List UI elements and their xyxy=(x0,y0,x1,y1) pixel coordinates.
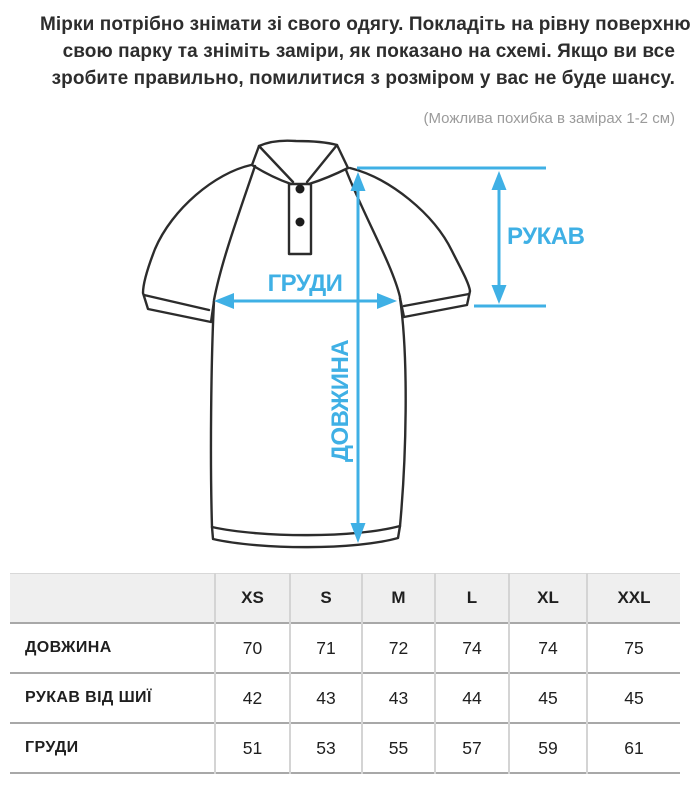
measurement-annotations: РУКАВ ГРУДИ ДОВЖИНА xyxy=(214,166,585,543)
sleeve-l: 44 xyxy=(434,673,509,723)
length-m: 72 xyxy=(361,623,435,673)
chest-label: ГРУДИ xyxy=(268,270,343,297)
size-column-xl: XL xyxy=(508,573,587,623)
sleeve-label: РУКАВ xyxy=(507,223,585,250)
length-xl: 74 xyxy=(508,623,587,673)
length-l: 74 xyxy=(434,623,509,673)
chest-xs: 51 xyxy=(214,723,290,773)
chest-s: 53 xyxy=(289,723,362,773)
left-sleeve-outline xyxy=(141,163,253,324)
sleeve-xl: 45 xyxy=(508,673,587,723)
length-xs: 70 xyxy=(214,623,290,673)
row-label-sleeve: РУКАВ ВІД ШИЇ xyxy=(25,689,152,706)
size-chart-corner-cell xyxy=(10,574,215,624)
hem-seam xyxy=(210,524,402,537)
sleeve-xxl: 45 xyxy=(586,673,680,723)
length-xxl: 75 xyxy=(586,623,680,673)
right-raglan-seam xyxy=(344,168,402,299)
length-label: ДОВЖИНА xyxy=(327,340,354,462)
button-bottom xyxy=(295,217,305,227)
left-sleeve-cuff-seam xyxy=(142,293,211,312)
size-column-s: S xyxy=(289,573,362,623)
table-row-chest: ГРУДИ 51 53 55 57 59 61 xyxy=(10,723,680,773)
body-outline xyxy=(209,296,407,549)
sleeve-s: 43 xyxy=(289,673,362,723)
placket xyxy=(287,182,313,256)
right-sleeve-outline xyxy=(348,166,472,319)
size-column-xxl: XXL xyxy=(586,573,680,623)
sleeve-arrow xyxy=(491,171,507,304)
chest-xxl: 61 xyxy=(586,723,680,773)
size-chart-table: XS S M L XL XXL ДОВЖИНА 70 71 72 74 74 7… xyxy=(10,573,680,774)
table-row-sleeve: РУКАВ ВІД ШИЇ 42 43 43 44 45 45 xyxy=(10,673,680,723)
size-column-xs: XS xyxy=(214,573,290,623)
left-raglan-seam xyxy=(212,164,257,302)
length-s: 71 xyxy=(289,623,362,673)
size-column-m: M xyxy=(361,573,435,623)
size-chart-header-row: XS S M L XL XXL xyxy=(10,573,680,624)
size-column-l: L xyxy=(434,573,509,623)
instructions-line-1: Мірки потрібно знімати зі свого одягу. П… xyxy=(40,14,691,35)
row-label-length: ДОВЖИНА xyxy=(25,639,112,656)
sleeve-xs: 42 xyxy=(214,673,290,723)
button-top xyxy=(295,184,305,194)
tolerance-note: (Можлива похибка в замірах 1-2 см) xyxy=(423,110,675,127)
measurement-diagram: РУКАВ ГРУДИ ДОВЖИНА xyxy=(0,139,692,569)
measurement-instructions: Мірки потрібно знімати зі свого одягу. П… xyxy=(0,0,692,92)
collar-right-flap xyxy=(305,143,350,186)
length-arrow xyxy=(350,172,366,543)
chest-xl: 59 xyxy=(508,723,587,773)
collar-outline xyxy=(250,139,350,170)
row-label-chest: ГРУДИ xyxy=(25,739,79,756)
chest-m: 55 xyxy=(361,723,435,773)
chest-l: 57 xyxy=(434,723,509,773)
right-sleeve-cuff-seam xyxy=(402,292,471,308)
polo-shirt-measurement-diagram: РУКАВ ГРУДИ ДОВЖИНА xyxy=(141,139,585,549)
polo-shirt-outline xyxy=(141,139,472,549)
sleeve-m: 43 xyxy=(361,673,435,723)
instructions-line-3: зробите правильно, помилитися з розміром… xyxy=(51,68,675,89)
instructions-line-2: свою парку та зніміть заміри, як показан… xyxy=(62,41,675,62)
table-row-length: ДОВЖИНА 70 71 72 74 74 75 xyxy=(10,623,680,673)
collar-left-flap xyxy=(250,144,295,186)
chest-arrow xyxy=(214,293,397,309)
